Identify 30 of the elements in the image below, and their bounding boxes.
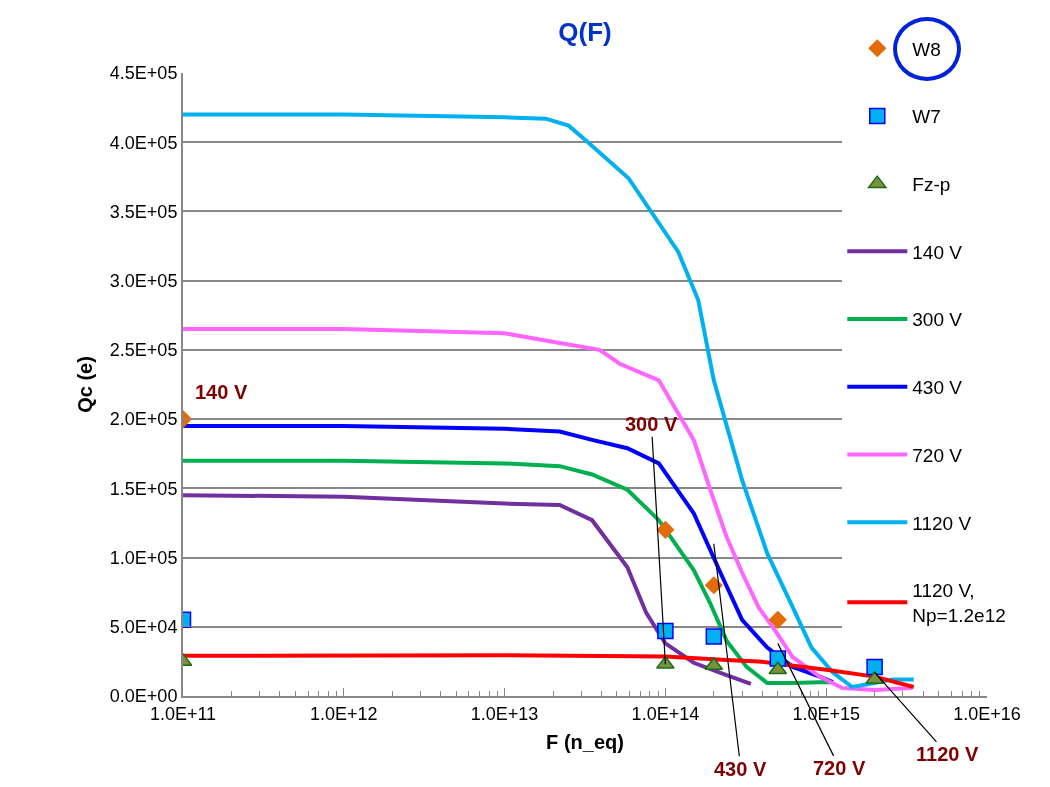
annotation: 720 V [813,757,866,779]
annotation: 1120 V [916,743,979,765]
legend-label: 1120 V, Np=1.2e12 [912,580,1006,626]
annotation: 140 V [195,381,248,403]
y-axis-title: Qc (e) [73,356,96,413]
y-tick-label: 1.5E+05 [109,478,178,499]
legend-label: 720 V [912,444,963,466]
legend-label: 430 V [912,377,963,399]
x-axis-title: F (n_eq) [546,730,624,753]
y-tick-label: 3.0E+05 [109,270,178,291]
legend-label: 1120 V [912,512,972,534]
legend-label: 300 V [912,309,963,331]
legend-label: W7 [912,106,941,128]
y-tick-label: 4.5E+05 [109,63,178,84]
legend-label: Fz-p [912,174,951,196]
y-tick-label: 5.0E+04 [109,617,178,638]
annotation: 430 V [714,758,767,780]
y-tick-label: 1.0E+05 [109,547,178,568]
y-tick-label: 2.0E+05 [109,409,178,430]
legend-label: W8 [912,38,941,60]
x-tick-label: 1.0E+12 [310,703,378,724]
legend-label: 140 V [912,241,963,263]
y-tick-label: 2.5E+05 [109,340,178,361]
chart-title: Q(F) [558,16,612,47]
x-tick-label: 1.0E+13 [470,703,539,724]
y-tick-label: 4.0E+05 [109,132,178,153]
x-tick-label: 1.0E+14 [631,703,700,724]
x-tick-label: 1.0E+16 [953,703,1021,724]
y-tick-label: 3.5E+05 [109,201,178,222]
annotation: 300 V [625,413,678,435]
